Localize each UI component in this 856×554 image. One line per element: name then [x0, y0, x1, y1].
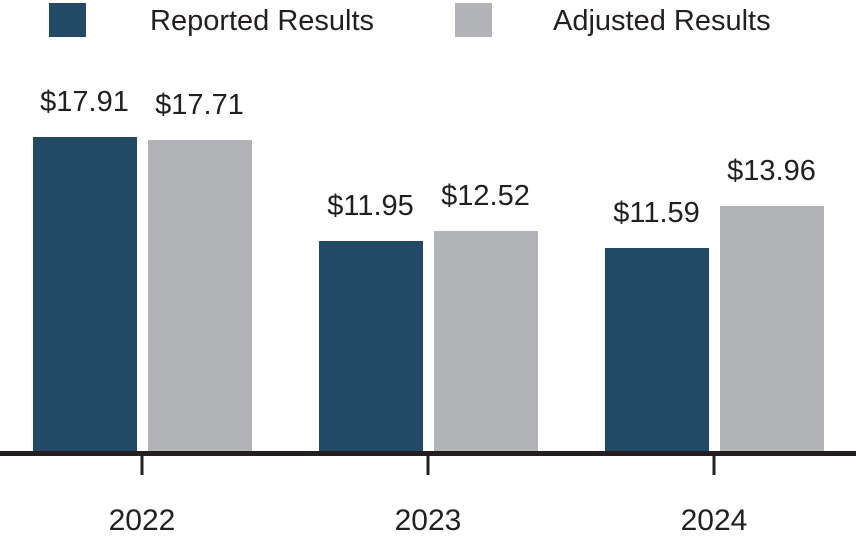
- bar-adjusted-results-2023: [433, 231, 538, 451]
- legend-swatch-adjusted-results: [455, 3, 492, 37]
- bar-reported-results-2022: [32, 136, 137, 451]
- x-axis-line: [0, 451, 856, 456]
- legend-swatch-reported-results: [49, 3, 86, 37]
- legend-label-adjusted-results: Adjusted Results: [553, 5, 771, 37]
- bar-value-label-reported-results-2023: $11.95: [327, 190, 414, 223]
- legend-label-reported-results: Reported Results: [150, 5, 375, 37]
- bar-value-label-adjusted-results-2023: $12.52: [441, 180, 530, 213]
- bar-reported-results-2023: [318, 241, 423, 451]
- bar-adjusted-results-2022: [147, 140, 252, 451]
- x-axis-label-2023: 2023: [394, 504, 462, 537]
- x-axis-label-2024: 2024: [680, 504, 748, 537]
- x-axis-tick-2022: [140, 456, 144, 475]
- bar-value-label-adjusted-results-2022: $17.71: [155, 89, 244, 122]
- bar-value-label-reported-results-2022: $17.91: [40, 85, 129, 118]
- bar-value-label-adjusted-results-2024: $13.96: [727, 155, 816, 187]
- bar-adjusted-results-2024: [719, 206, 824, 451]
- x-axis-label-2022: 2022: [108, 504, 176, 537]
- bar-value-label-reported-results-2024: $11.59: [613, 196, 700, 229]
- bar-reported-results-2024: [604, 247, 709, 451]
- x-axis-tick-2023: [426, 456, 430, 475]
- x-axis-tick-2024: [712, 456, 716, 475]
